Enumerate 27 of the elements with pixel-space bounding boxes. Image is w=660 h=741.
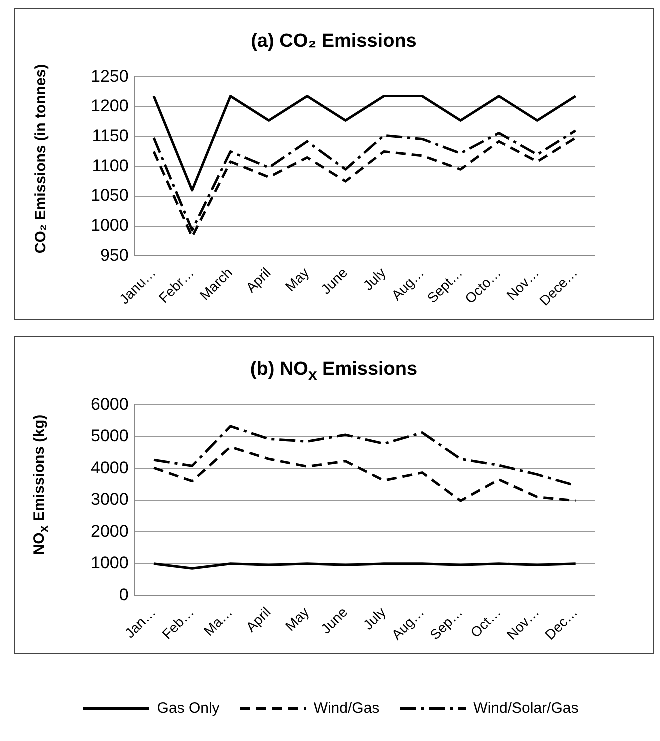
y-tick-label: 4000 [90, 458, 129, 478]
y-tick-label: 1150 [92, 126, 129, 146]
y-tick-label: 2000 [90, 522, 129, 541]
x-tick-label: July [360, 264, 389, 294]
y-tick-label: 1200 [90, 96, 129, 116]
y-tick-label: 1250 [90, 66, 129, 86]
x-tick-label: Oct… [467, 604, 504, 641]
y-tick-label: 950 [100, 246, 129, 265]
y-axis-title: CO₂ Emissions (in tonnes) [32, 64, 50, 254]
y-tick-label: 6000 [90, 394, 129, 414]
y-tick-label: 1000 [90, 554, 129, 573]
chart-title: (a) CO₂ Emissions [250, 31, 418, 53]
chart-title: (b) NO$_{x}$ Emissions [249, 359, 419, 385]
y-tick-label: 1000 [90, 216, 129, 235]
x-tick-label: May [282, 604, 312, 634]
y-tick-label: 1100 [92, 156, 129, 176]
y-tick-label: 5000 [90, 426, 129, 446]
legend-label: Wind/Gas [314, 700, 380, 717]
legend-label: Wind/Solar/Gas [474, 700, 579, 717]
x-tick-label: May [282, 264, 312, 295]
x-tick-label: Ma… [200, 604, 236, 640]
y-tick-label: 1050 [90, 186, 129, 206]
y-tick-label: 0 [119, 585, 129, 604]
legend-label: Gas Only [157, 700, 220, 717]
x-tick-label: July [360, 604, 389, 634]
line-series [152, 446, 578, 502]
y-tick-label: 3000 [90, 490, 129, 510]
